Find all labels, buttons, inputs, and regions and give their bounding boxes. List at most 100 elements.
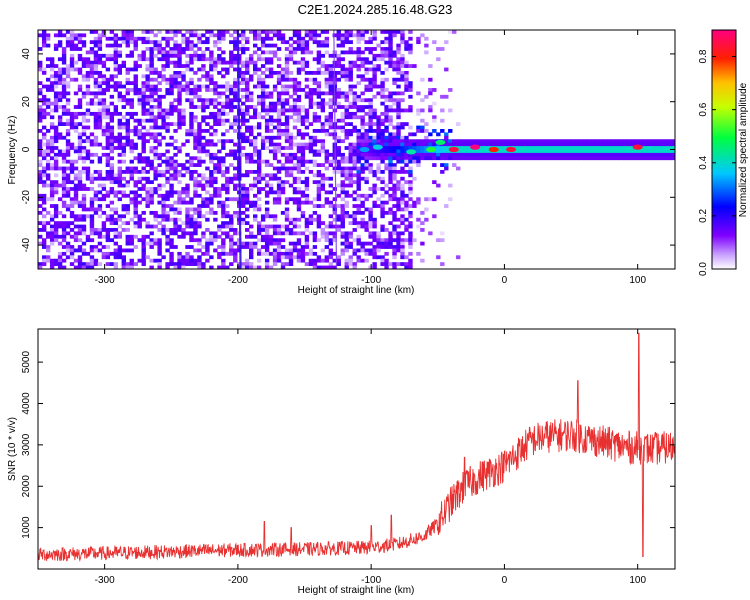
- heatmap-cell: [149, 224, 154, 229]
- heatmap-cell: [169, 105, 174, 109]
- heatmap-cell: [161, 67, 166, 72]
- heatmap-cell: [408, 64, 413, 68]
- heatmap-cell: [340, 224, 345, 229]
- heatmap-cell: [53, 129, 59, 133]
- heatmap-cell: [312, 251, 318, 256]
- heatmap-cell: [340, 231, 345, 236]
- heatmap-cell: [284, 231, 290, 236]
- heatmap-cell: [153, 135, 158, 140]
- heatmap-cell: [201, 142, 206, 147]
- heatmap-cell: [161, 217, 166, 222]
- heatmap-cell: [185, 81, 190, 86]
- heatmap-cell: [272, 238, 278, 243]
- heatmap-cell: [312, 142, 318, 147]
- heatmap-cell: [49, 262, 55, 266]
- heatmap-cell: [312, 118, 318, 123]
- heatmap-cell: [316, 169, 322, 174]
- heatmap-cell: [352, 60, 357, 65]
- colorbar-tick-label: 0.0: [698, 262, 709, 276]
- heatmap-cell: [404, 180, 409, 185]
- heatmap-cell: [368, 169, 373, 174]
- heatmap-cell: [392, 228, 397, 232]
- heatmap-cell: [324, 132, 330, 137]
- heatmap-cell: [352, 125, 357, 130]
- heatmap-cell: [256, 149, 262, 154]
- heatmap-cell: [38, 108, 43, 113]
- heatmap-cell: [264, 231, 270, 236]
- heatmap-cell: [137, 200, 142, 205]
- heatmap-cell: [623, 142, 628, 147]
- heatmap-cell: [424, 122, 429, 126]
- heatmap-cell: [221, 111, 226, 116]
- heatmap-cell: [45, 57, 51, 62]
- heatmap-cell: [77, 152, 83, 157]
- heatmap-cell: [57, 98, 63, 103]
- heatmap-cell: [404, 60, 409, 65]
- heatmap-cell: [149, 111, 154, 116]
- heatmap-cell: [316, 258, 322, 263]
- heatmap-cell: [53, 139, 59, 144]
- heatmap-cell: [280, 163, 286, 167]
- heatmap-cell: [49, 84, 55, 89]
- heatmap-cell: [296, 47, 302, 51]
- heatmap-cell: [161, 224, 166, 229]
- heatmap-cell: [424, 129, 429, 133]
- heatmap-cell: [396, 207, 401, 212]
- heatmap-cell: [145, 47, 150, 51]
- heatmap-cell: [356, 129, 361, 133]
- heatmap-cell: [201, 135, 206, 140]
- heatmap-cell: [280, 146, 286, 150]
- heatmap-cell: [651, 142, 656, 147]
- heatmap-cell: [85, 64, 91, 68]
- heatmap-cell: [328, 200, 334, 205]
- heatmap-cell: [296, 111, 302, 116]
- heatmap-cell: [268, 115, 274, 120]
- heatmap-cell: [169, 166, 174, 171]
- heatmap-cell: [93, 57, 99, 62]
- heatmap-cell: [392, 139, 397, 144]
- heatmap-cell: [416, 251, 421, 256]
- heatmap-cell: [77, 262, 83, 266]
- heatmap-cell: [324, 84, 330, 89]
- heatmap-cell: [312, 173, 318, 178]
- heatmap-cell: [77, 248, 83, 253]
- heatmap-cell: [97, 36, 103, 41]
- heatmap-cell: [125, 122, 130, 126]
- heatmap-cell: [324, 224, 330, 229]
- heatmap-cell: [404, 88, 409, 92]
- heatmap-cell: [157, 245, 162, 249]
- heatmap-cell: [77, 149, 83, 154]
- heatmap-cell: [328, 176, 334, 181]
- heatmap-cell: [336, 159, 341, 164]
- heatmap-cell: [384, 67, 389, 72]
- heatmap-cell: [444, 67, 449, 72]
- heatmap-cell: [324, 36, 330, 41]
- heatmap-cell: [89, 265, 95, 269]
- heatmap-cell: [245, 214, 250, 219]
- heatmap-cell: [217, 245, 222, 249]
- heatmap-cell: [316, 88, 322, 92]
- heatmap-cell: [304, 125, 310, 130]
- heatmap-cell: [388, 234, 393, 239]
- heatmap-cell: [444, 142, 449, 147]
- heatmap-cell: [631, 149, 636, 154]
- heatmap-cell: [348, 64, 353, 68]
- heatmap-cell: [264, 183, 270, 188]
- heatmap-cell: [177, 43, 182, 48]
- heatmap-cell: [145, 200, 150, 205]
- heatmap-cell: [388, 238, 393, 243]
- heatmap-cell: [408, 251, 413, 256]
- heatmap-cell: [340, 251, 345, 256]
- heatmap-cell: [404, 139, 409, 144]
- heatmap-cell: [229, 180, 234, 185]
- heatmap-cell: [392, 81, 397, 86]
- heatmap-cell: [356, 33, 361, 38]
- heatmap-cell: [356, 146, 361, 150]
- heatmap-cell: [213, 60, 218, 65]
- heatmap-cell: [360, 91, 365, 96]
- heatmap-cell: [105, 108, 111, 113]
- heatmap-cell: [89, 101, 95, 106]
- heatmap-cell: [249, 57, 254, 62]
- heatmap-cell: [316, 91, 322, 96]
- heatmap-cell: [185, 251, 190, 256]
